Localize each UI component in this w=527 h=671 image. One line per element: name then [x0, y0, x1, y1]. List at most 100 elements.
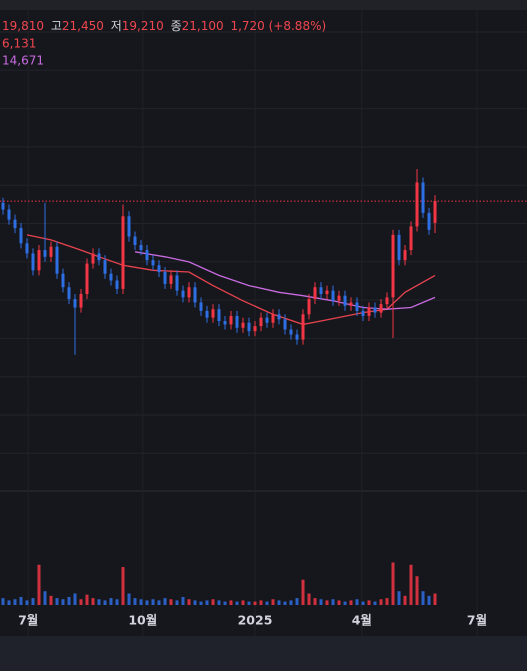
candle-body: [37, 250, 41, 271]
candle-body: [397, 234, 401, 261]
volume-bar: [367, 600, 371, 605]
volume-bar: [361, 601, 365, 605]
candle-body: [427, 212, 431, 230]
candle-body: [235, 315, 239, 328]
candle-body: [115, 280, 119, 289]
volume-bar: [409, 564, 413, 605]
volume-bar: [313, 598, 317, 605]
candle-body: [337, 295, 341, 301]
volume-bar: [259, 600, 263, 605]
candle-body: [217, 309, 221, 322]
volume-bar: [13, 599, 17, 605]
candle-body: [25, 243, 29, 254]
volume-bar: [169, 599, 173, 605]
volume-bar: [7, 600, 11, 605]
candle-body: [373, 307, 377, 313]
volume-bar: [199, 601, 203, 605]
candle-body: [61, 273, 65, 288]
candle-body: [385, 297, 389, 305]
x-tick-label: 10월: [128, 613, 157, 628]
candle-body: [133, 236, 137, 245]
volume-bar: [283, 601, 287, 605]
volume-bar: [67, 596, 71, 605]
volume-bar: [127, 593, 131, 605]
candle-body: [157, 265, 161, 273]
volume-bar: [241, 600, 245, 605]
candle-body: [403, 250, 407, 261]
candle-body: [43, 250, 47, 257]
volume-bar: [289, 600, 293, 605]
candle-body: [181, 290, 185, 298]
volume-bar: [391, 562, 395, 605]
volume-bar: [223, 601, 227, 605]
candle-body: [85, 263, 89, 294]
candle-body: [121, 216, 125, 289]
candle-body: [349, 302, 353, 306]
candle-body: [409, 226, 413, 251]
high: 21,450: [62, 19, 104, 33]
moving-average: [134, 251, 436, 310]
candle-body: [325, 290, 329, 294]
top-bar: [0, 0, 527, 10]
volume-bar: [403, 595, 407, 605]
x-tick-label: 2025: [238, 613, 273, 628]
candle-body: [109, 273, 113, 281]
volume-bar: [157, 600, 161, 605]
volume-bar: [271, 599, 275, 605]
volume-bar: [109, 598, 113, 605]
volume-bar: [37, 564, 41, 605]
volume-bar: [433, 593, 437, 605]
candle-body: [163, 272, 167, 284]
volume-bar: [175, 600, 179, 605]
candle-body: [127, 216, 131, 237]
candle-body: [247, 322, 251, 332]
candle-body: [229, 315, 233, 325]
volume-bar: [193, 600, 197, 605]
candle-body: [1, 202, 5, 210]
candle-body: [421, 182, 425, 213]
candle-body: [433, 201, 437, 223]
high-label: 고: [51, 19, 62, 33]
candle-body: [301, 314, 305, 340]
candle-body: [139, 245, 143, 251]
candle-body: [265, 317, 269, 323]
volume-bar: [49, 595, 53, 605]
candle-body: [169, 275, 173, 284]
volume-bar: [205, 600, 209, 605]
candle-body: [277, 314, 281, 320]
volume-bar: [103, 600, 107, 605]
candle-body: [367, 307, 371, 316]
volume-bar: [211, 599, 215, 605]
low-label: 저: [111, 19, 122, 33]
candle-body: [7, 209, 11, 220]
legend-text: 19,810 고21,450 저19,210 종21,100 1,720 (+8…: [2, 19, 326, 33]
candle-body: [415, 182, 419, 227]
volume-bar: [319, 599, 323, 605]
volume-bar: [31, 598, 35, 605]
close: 21,100: [182, 19, 224, 33]
volume-bar: [85, 594, 89, 605]
candle-body: [391, 234, 395, 298]
candle-body: [97, 253, 101, 261]
candle-body: [241, 322, 245, 328]
volume-bar: [229, 600, 233, 605]
volume-bar: [265, 601, 269, 605]
volume-bar: [61, 599, 65, 605]
volume-bar: [373, 601, 377, 605]
candle-body: [49, 246, 53, 257]
bottom-bar: [0, 636, 527, 671]
volume-bar: [295, 598, 299, 605]
candle-body: [289, 329, 293, 335]
candle-body: [313, 287, 317, 300]
volume-bar: [55, 598, 59, 605]
volume-bar: [349, 600, 353, 605]
volume-bar: [151, 599, 155, 605]
candle-body: [67, 287, 71, 300]
candle-body: [79, 294, 83, 308]
candle-body: [331, 290, 335, 301]
volume-bar: [97, 599, 101, 605]
volume-bar: [337, 600, 341, 605]
volume-bar: [145, 600, 149, 605]
volume-bar: [1, 598, 5, 605]
